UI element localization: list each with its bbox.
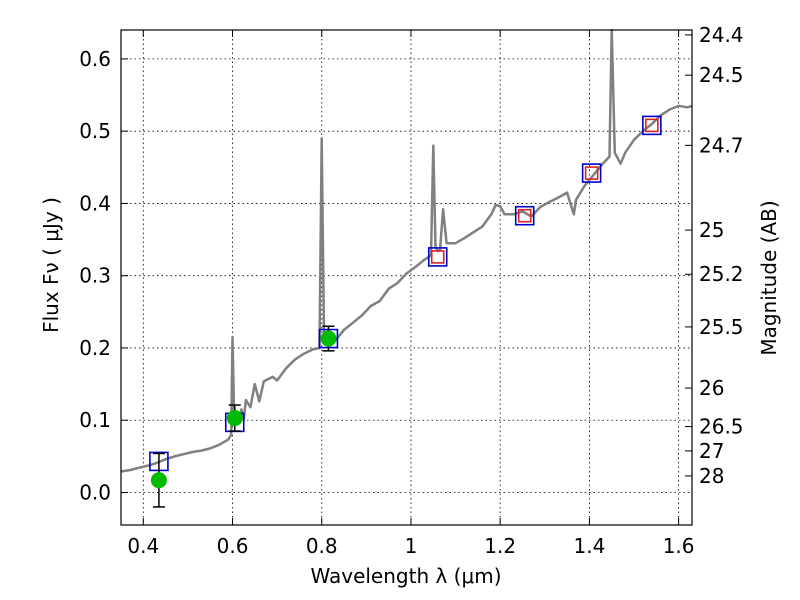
- x-tick-label: 0.4: [127, 534, 159, 558]
- hst-photometry-square: [517, 208, 532, 223]
- plot-background: [121, 30, 692, 525]
- hst-photometry-square: [584, 166, 599, 180]
- grid-layer: [121, 30, 692, 525]
- x-tick-label: 1: [405, 534, 418, 558]
- spectrum-line: [120, 28, 693, 473]
- x-tick-label: 0.6: [217, 534, 249, 558]
- y-tick-label: 0.4: [79, 191, 111, 215]
- observed-photometry-point: [226, 410, 243, 427]
- observed-photometry-point: [150, 472, 167, 489]
- model-photometry-square: [581, 163, 602, 183]
- mag-tick-label: 25.2: [699, 262, 744, 286]
- mag-tick-label: 24.7: [699, 133, 744, 157]
- mag-tick-label: 26: [699, 376, 724, 400]
- marker-layer: [149, 115, 662, 508]
- spectrum-layer: [120, 28, 693, 473]
- model-photometry-square: [514, 205, 535, 226]
- y-tick-label: 0.2: [79, 336, 111, 360]
- x-tick-label: 1.4: [573, 534, 605, 558]
- mag-tick-label: 27: [699, 439, 724, 463]
- y-tick-label: 0.5: [79, 119, 111, 143]
- y-tick-label: 0.1: [79, 408, 111, 432]
- x-tick-label: 0.8: [306, 534, 338, 558]
- y-axis-title: Flux Fν ( μJy ): [39, 197, 63, 333]
- mag-tick-label: 25: [699, 218, 724, 242]
- mag-tick-label: 25.5: [699, 315, 744, 339]
- tick-layer: 0.4 0.6 0.8 1 1.2 1.4 1.6 0.0 0.1 0.2 0.3 0.4 0.5 0.6…: [79, 23, 743, 558]
- y2-axis-title: Magnitude (AB): [757, 200, 781, 355]
- x-tick-label: 1.2: [484, 534, 516, 558]
- x-tick-label: 1.6: [663, 534, 695, 558]
- x-axis-title: Wavelength λ (μm): [310, 564, 501, 588]
- observed-photometry-point: [320, 330, 337, 347]
- mag-tick-label: 26.5: [699, 415, 744, 439]
- mag-tick-label: 24.4: [699, 23, 744, 47]
- model-photometry-square: [642, 115, 662, 136]
- model-photometry-square: [427, 247, 448, 267]
- plot-frame: [120, 29, 693, 526]
- y-tick-label: 0.6: [79, 47, 111, 71]
- mag-tick-label: 24.5: [699, 63, 744, 87]
- mag-tick-label: 28: [699, 464, 724, 488]
- hst-photometry-square: [430, 250, 445, 264]
- y-tick-label: 0.0: [79, 480, 111, 504]
- hst-photometry-square: [645, 118, 659, 133]
- y-tick-label: 0.3: [79, 264, 111, 288]
